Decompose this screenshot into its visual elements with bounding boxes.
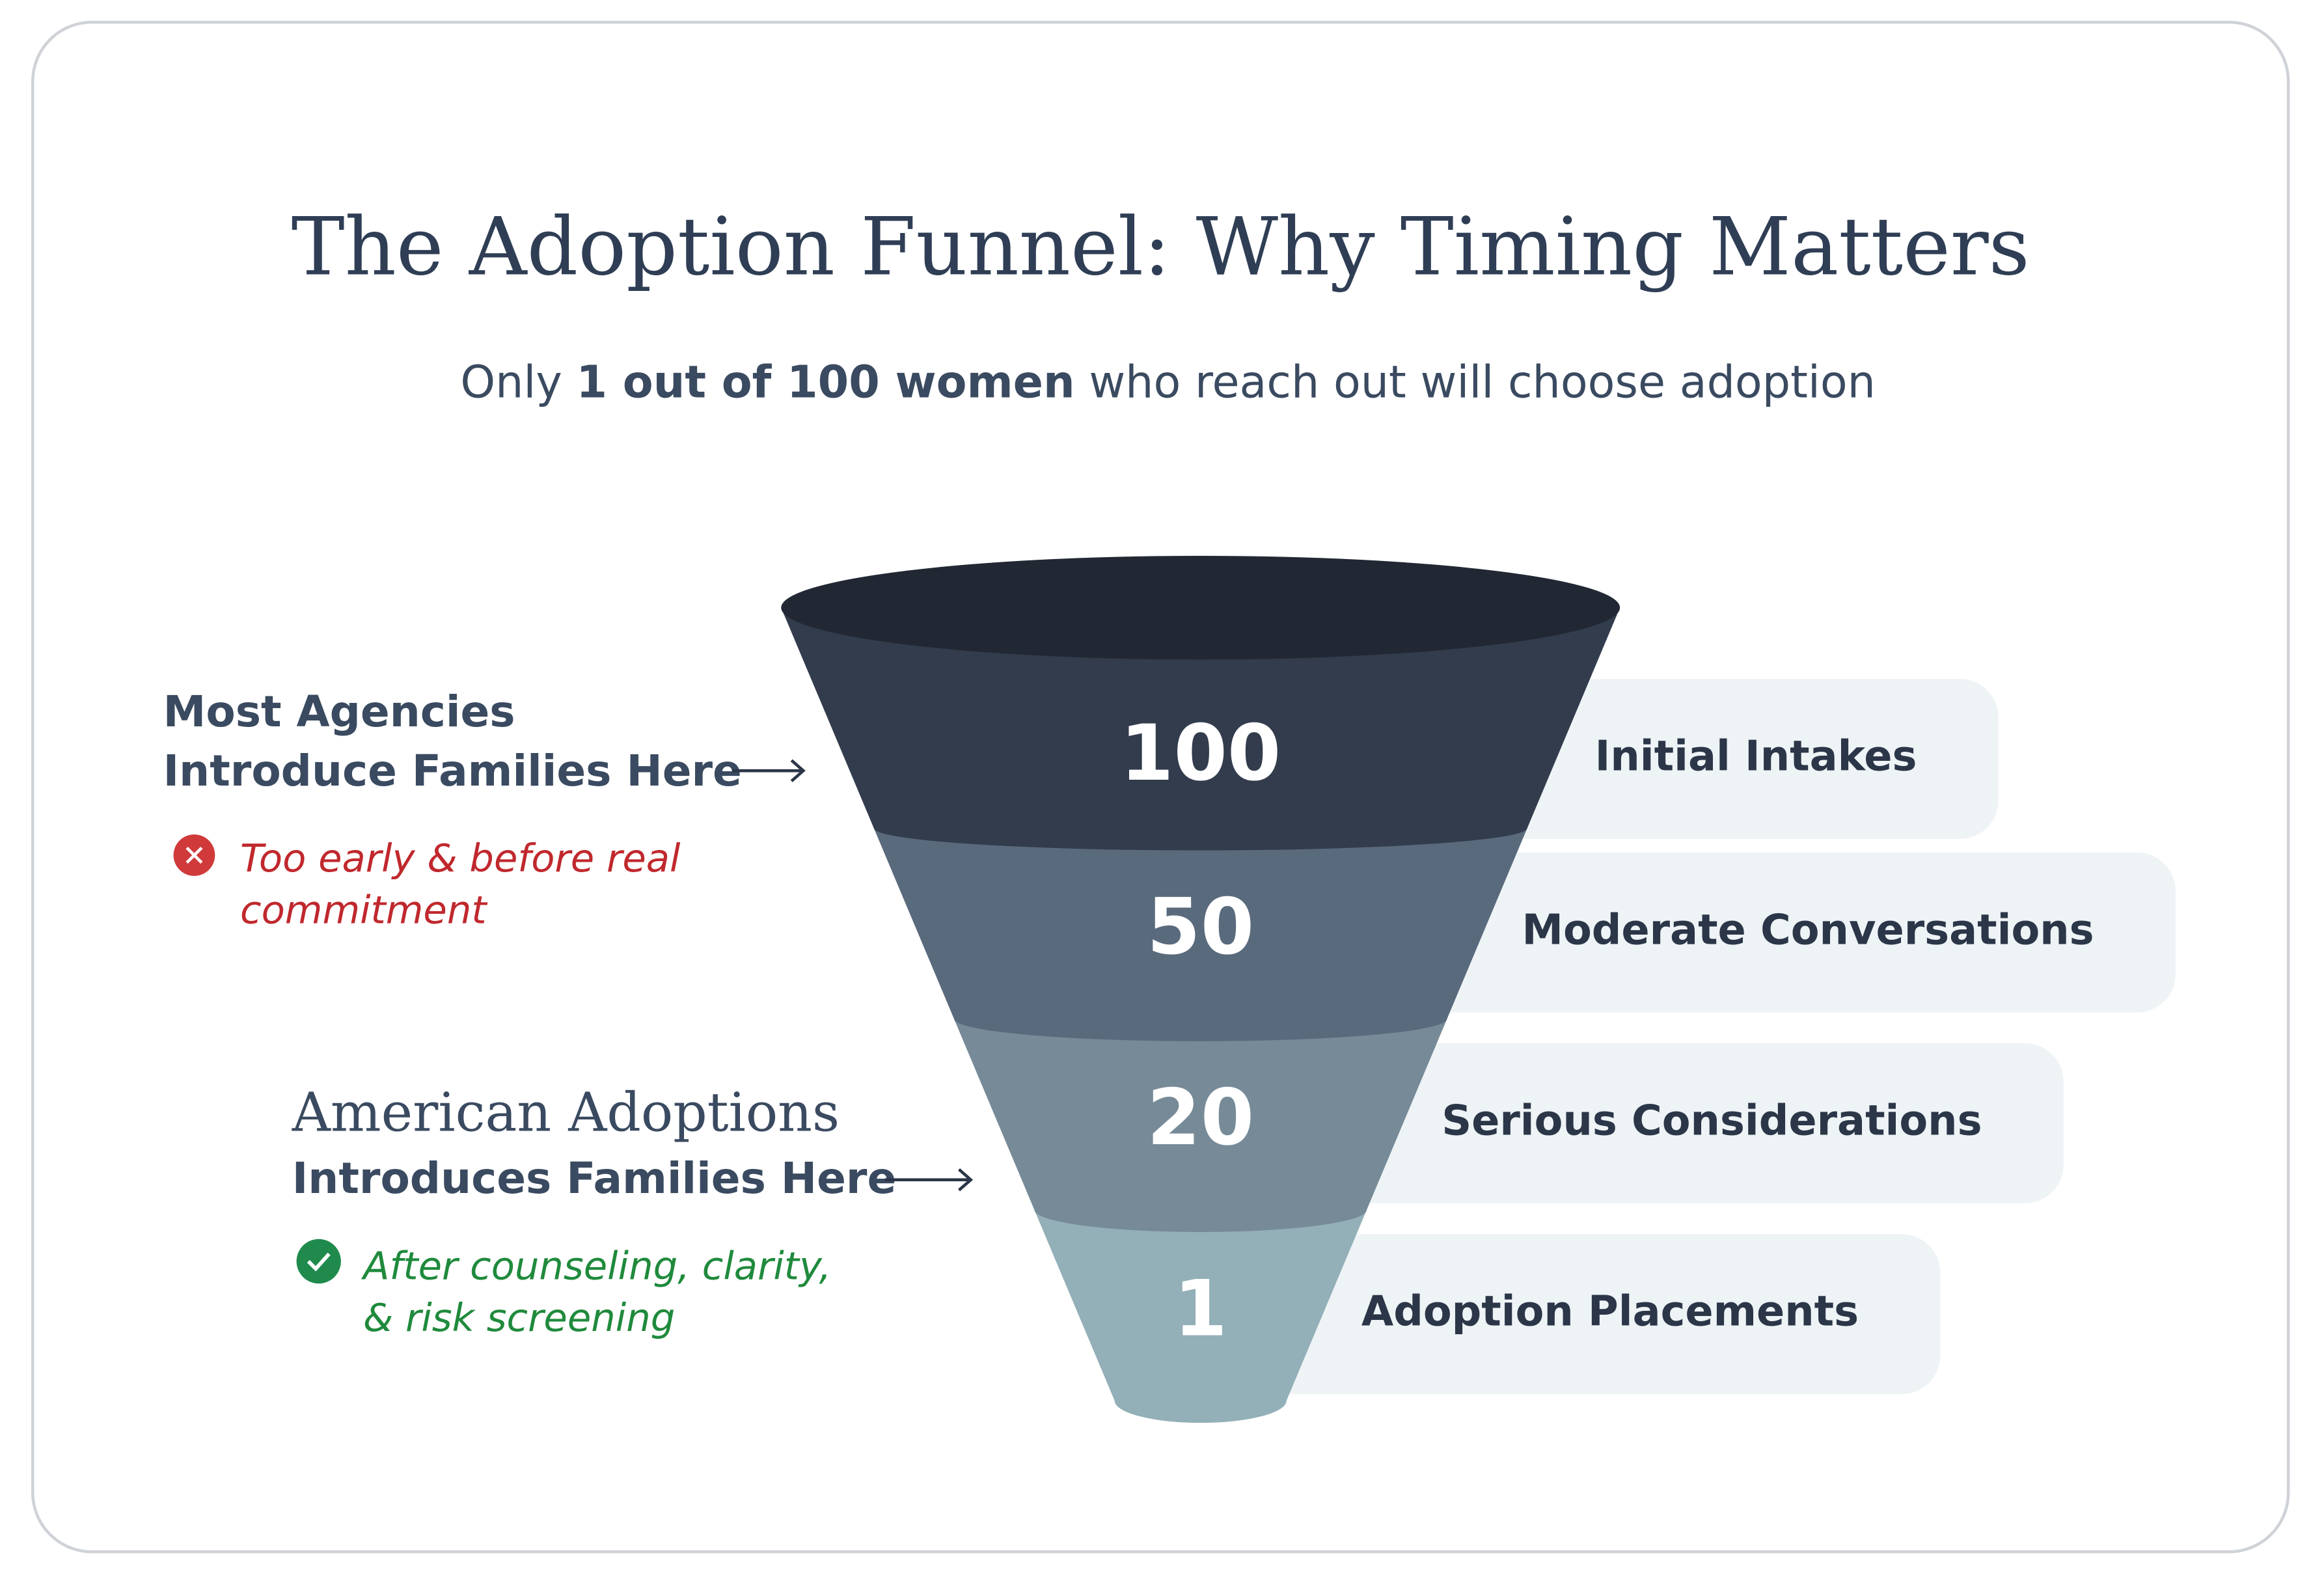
arrow [732, 759, 806, 782]
check-icon [296, 1239, 341, 1284]
category-label: Serious Considerations [1442, 1097, 1982, 1145]
funnel-segment [781, 607, 1620, 851]
value-label: 100 [1120, 708, 1281, 798]
subtitle: Only 1 out of 100 women who reach out wi… [460, 357, 1876, 408]
category-label: Initial Intakes [1595, 733, 1917, 781]
annotation-heading: Introduce Families Here [163, 746, 742, 796]
arrow [884, 1168, 974, 1192]
annotation-note: & risk screening [363, 1295, 675, 1340]
chart-title: The Adoption Funnel: Why Timing Matters [292, 200, 2030, 294]
category-box [1215, 1043, 2064, 1203]
category-box [1215, 1234, 1941, 1395]
subtitle-emphasis: 1 out of 100 women [576, 357, 1074, 408]
funnel-segment [873, 828, 1527, 1041]
value-label: 1 [1174, 1263, 1227, 1353]
funnel-segment [1034, 1209, 1367, 1423]
funnel-segment [954, 1019, 1447, 1232]
subtitle-text: Only [460, 357, 576, 408]
funnel: 100 Initial Intakes 50 Moderate Conversatio… [781, 555, 2176, 1423]
subtitle-text: who reach out will choose adoption [1075, 357, 1876, 408]
value-label: 50 [1147, 882, 1254, 972]
category-label: Adoption Placements [1361, 1288, 1859, 1336]
annotation-heading: Introduces Families Here [292, 1153, 897, 1203]
category-label: Moderate Conversations [1522, 906, 2094, 954]
annotation-note: After counseling, clarity, [361, 1243, 831, 1288]
segments [781, 555, 1620, 1423]
annotation-heading: American Adoptions [292, 1082, 840, 1144]
value-label: 20 [1147, 1073, 1254, 1162]
annotation-note: commitment [240, 888, 488, 933]
annotation-note: Too early & before real [240, 836, 681, 881]
funnel-rim [781, 555, 1620, 660]
annotation-heading: Most Agencies [163, 687, 515, 737]
cross-icon [173, 834, 215, 876]
